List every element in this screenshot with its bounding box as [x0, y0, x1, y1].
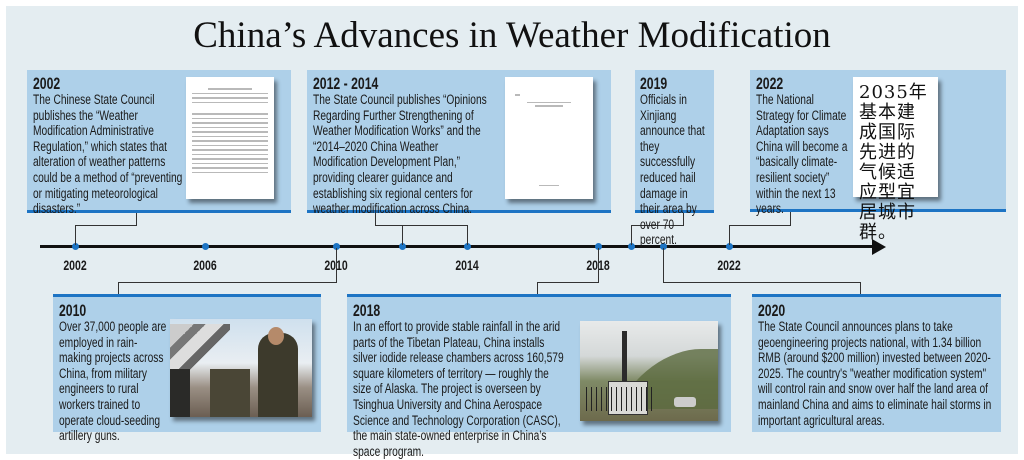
event-card-2002: 2002 The Chinese State Council publishes…: [27, 70, 291, 217]
cloud-seeding-soldiers-photo: [170, 319, 312, 417]
event-year: 2010: [59, 301, 87, 320]
event-text: The Chinese State Council publishes the …: [33, 92, 183, 218]
event-year: 2002: [33, 74, 61, 93]
timeline-dot-2014: [463, 242, 471, 250]
event-card-2012-2014: 2012 - 2014 The State Council publishes …: [307, 70, 611, 217]
page-title: China’s Advances in Weather Modification: [193, 15, 831, 56]
event-year: 2018: [353, 301, 381, 320]
event-year: 2019: [640, 74, 668, 93]
event-card-2020: 2020 The State Council announces plans t…: [752, 294, 1001, 432]
event-year: 2012 - 2014: [313, 74, 379, 93]
timeline-dot-2006: [201, 242, 209, 250]
timeline-dot-2019: [627, 242, 635, 250]
regulation-document-image: [186, 77, 274, 199]
tick-label: 2006: [193, 257, 217, 273]
timeline-dot-2020: [659, 242, 667, 250]
event-year: 2020: [758, 301, 786, 320]
event-text: The State Council announces plans to tak…: [758, 319, 992, 429]
arrow-head-icon: [872, 239, 886, 255]
event-card-2019: 2019 Officials in Xinjiang announce that…: [635, 70, 714, 248]
event-text: The State Council publishes “Opinions Re…: [313, 92, 487, 218]
timeline-axis: [40, 245, 875, 248]
event-card-2022: 2022 The National Strategy for Climate A…: [750, 70, 1006, 243]
timeline-dot-2018: [594, 242, 602, 250]
event-text: Officials in Xinjiang announce that they…: [640, 92, 705, 249]
tick-label: 2022: [717, 257, 741, 273]
timeline-dot-2022: [725, 242, 733, 250]
event-year: 2022: [756, 74, 784, 93]
chinese-quote-box: 2035年基本建成国际先进的气候适应型宜居城市群。: [853, 77, 938, 243]
tick-label: 2014: [455, 257, 479, 273]
timeline-dot-2010: [332, 242, 340, 250]
tick-label: 2002: [63, 257, 87, 273]
event-card-2018: 2018 In an effort to provide stable rain…: [347, 294, 731, 460]
development-plan-document-image: [505, 77, 593, 199]
event-text: Over 37,000 people are employed in rain-…: [59, 319, 167, 445]
timeline-dot-2012: [398, 242, 406, 250]
timeline-dot-2002: [71, 242, 79, 250]
silver-iodide-chamber-photo: [580, 321, 718, 421]
event-text: In an effort to provide stable rainfall …: [353, 319, 564, 460]
event-text: The National Strategy for Climate Adapta…: [756, 92, 848, 218]
event-card-2010: 2010 Over 37,000 people are employed in …: [53, 294, 321, 444]
